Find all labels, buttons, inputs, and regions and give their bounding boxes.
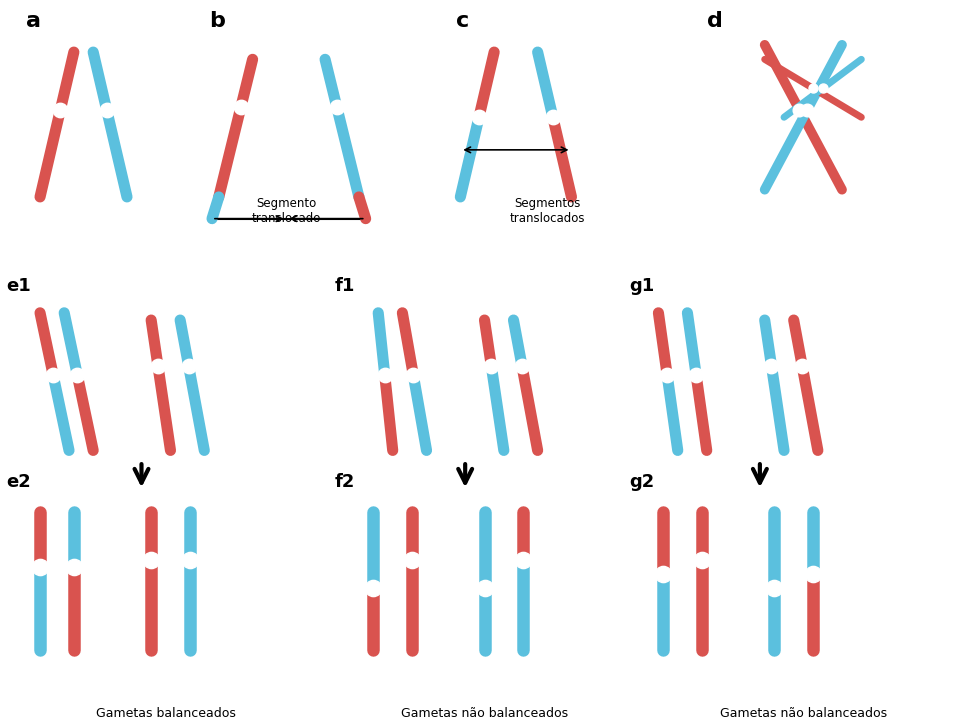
Text: f1: f1 (334, 277, 355, 295)
Text: b: b (209, 11, 225, 31)
Text: g1: g1 (630, 277, 655, 295)
Text: a: a (25, 11, 41, 31)
Text: g2: g2 (630, 473, 655, 491)
Text: f2: f2 (334, 473, 355, 491)
Text: e2: e2 (6, 473, 31, 491)
Text: e1: e1 (6, 277, 31, 295)
Text: Gametas não balanceados: Gametas não balanceados (401, 707, 568, 720)
Text: Gametas balanceados: Gametas balanceados (96, 707, 235, 720)
Text: d: d (706, 11, 723, 31)
Text: Segmento
translocado: Segmento translocado (252, 197, 321, 225)
Text: c: c (455, 11, 469, 31)
Text: Segmentos
translocados: Segmentos translocados (510, 197, 585, 225)
Text: Gametas não balanceados: Gametas não balanceados (720, 707, 887, 720)
